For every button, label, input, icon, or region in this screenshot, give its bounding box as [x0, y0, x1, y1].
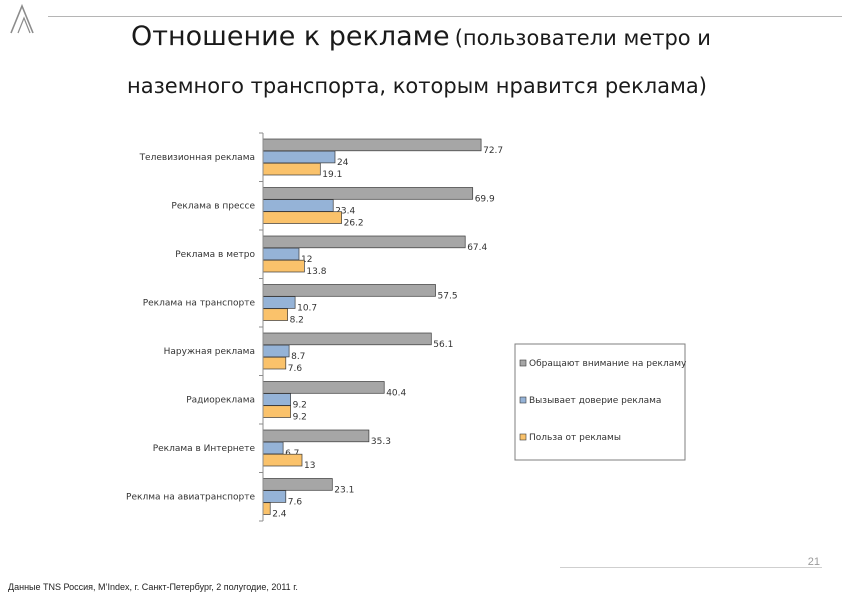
bar — [262, 344, 290, 358]
value-label: 8.2 — [290, 316, 304, 326]
bar — [262, 356, 287, 370]
value-label: 56.1 — [433, 340, 453, 350]
value-label: 8.7 — [291, 352, 305, 362]
company-logo — [10, 4, 34, 34]
value-label: 9.2 — [293, 413, 307, 423]
category-label: Телевизионная реклама — [139, 153, 255, 163]
bar — [262, 150, 336, 164]
category-label: Реклама в Интернете — [153, 444, 256, 454]
legend-box — [514, 343, 686, 461]
page-number: 21 — [807, 556, 820, 568]
value-label: 12 — [301, 255, 312, 265]
bar — [262, 502, 271, 515]
bar — [262, 478, 333, 491]
bar — [262, 296, 296, 309]
bar — [262, 259, 305, 273]
value-label: 35.3 — [371, 437, 391, 447]
legend-swatch — [519, 433, 527, 441]
legend-swatch — [519, 396, 527, 404]
bar — [262, 284, 436, 297]
title-main: Отношение к рекламе — [131, 21, 450, 52]
value-label: 7.6 — [288, 364, 303, 374]
value-label: 13.8 — [306, 267, 326, 277]
bar — [262, 490, 287, 503]
bar — [262, 393, 291, 406]
value-label: 24 — [337, 158, 349, 168]
bar — [262, 235, 466, 249]
legend-label: Польза от рекламы — [529, 433, 621, 443]
bar — [262, 138, 482, 152]
title-line2: наземного транспорта, которым нравится р… — [127, 74, 707, 98]
value-label: 7.6 — [288, 497, 303, 507]
value-label: 10.7 — [297, 303, 317, 313]
category-label: Радиореклама — [186, 396, 255, 406]
value-label: 2.4 — [272, 510, 287, 520]
bar — [262, 247, 300, 261]
bar — [262, 441, 284, 455]
footer-rule — [560, 567, 822, 568]
header-rule — [48, 16, 842, 17]
bar — [262, 381, 385, 394]
legend-label: Обращают внимание на рекламу — [529, 359, 687, 369]
legend-label: Вызывает доверие реклама — [529, 396, 661, 406]
legend-swatch — [519, 359, 527, 367]
title-paren: (пользователи метро и — [454, 26, 711, 50]
value-label: 13 — [304, 461, 315, 471]
value-label: 23.4 — [335, 206, 355, 216]
bar — [262, 429, 370, 443]
value-label: 19.1 — [322, 170, 342, 180]
bar — [262, 332, 432, 346]
category-label: Реклама на транспорте — [143, 299, 256, 309]
bar — [262, 308, 288, 321]
bar — [262, 162, 321, 176]
bar — [262, 405, 291, 418]
value-label: 26.2 — [344, 219, 364, 229]
bar — [262, 199, 334, 212]
category-label: Наружная реклама — [164, 347, 255, 357]
slide-title: Отношение к рекламе (пользователи метро … — [0, 14, 842, 109]
value-label: 23.1 — [334, 485, 354, 495]
value-label: 40.4 — [386, 388, 406, 398]
value-label: 57.5 — [438, 291, 458, 301]
category-label: Реклма на авиатранспорте — [126, 493, 255, 503]
value-label: 9.2 — [293, 400, 307, 410]
bar — [262, 211, 342, 224]
value-label: 69.9 — [475, 194, 495, 204]
category-label: Реклама в метро — [175, 250, 255, 260]
value-label: 67.4 — [467, 243, 487, 253]
bar — [262, 453, 303, 467]
bar — [262, 187, 474, 200]
value-label: 72.7 — [483, 146, 503, 156]
category-label: Реклама в прессе — [171, 202, 255, 212]
source-note: Данные TNS Россия, M’Index, г. Санкт-Пет… — [8, 582, 298, 592]
